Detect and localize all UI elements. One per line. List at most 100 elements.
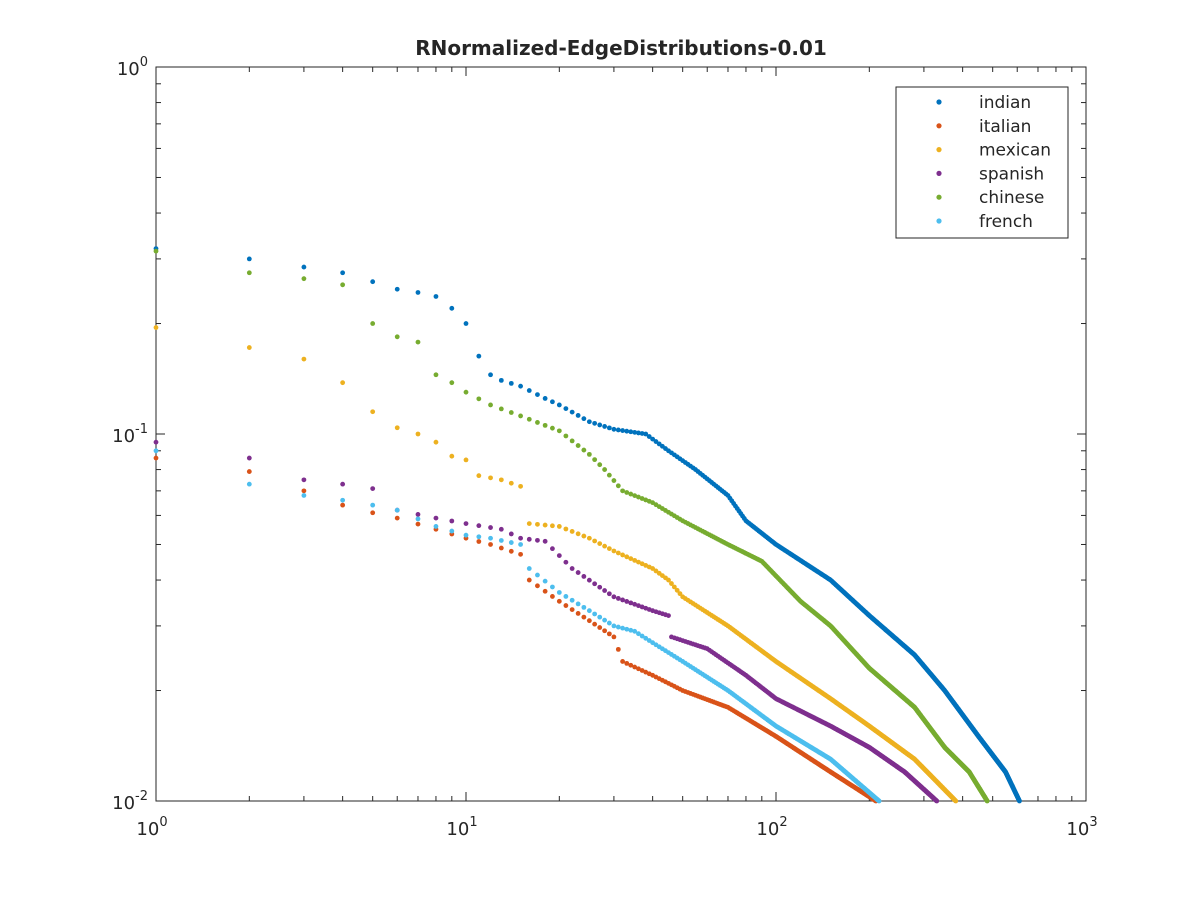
data-point [394, 334, 400, 340]
data-point [535, 572, 540, 578]
data-point [934, 798, 940, 804]
data-point [569, 529, 575, 534]
data-point [508, 380, 514, 386]
data-point [628, 662, 634, 668]
legend-marker-chinese [936, 194, 942, 200]
data-point [563, 526, 569, 532]
data-point [415, 290, 421, 295]
data-point [575, 413, 581, 418]
data-point [463, 532, 469, 538]
data-point [628, 556, 634, 562]
data-point [611, 594, 617, 600]
data-point [569, 566, 575, 571]
data-point [597, 462, 603, 468]
data-point [615, 483, 621, 489]
data-point [581, 604, 587, 610]
data-point [563, 559, 569, 565]
legend-label-italian: italian [979, 117, 1031, 137]
legend-label-french: french [979, 212, 1033, 232]
data-point [394, 507, 400, 513]
data-point [415, 516, 421, 522]
data-point [508, 531, 514, 537]
data-point [488, 535, 493, 541]
data-point [542, 396, 548, 401]
data-point [476, 539, 482, 544]
data-point [597, 625, 603, 630]
data-point [620, 625, 625, 631]
x-tick-label: 101 [446, 815, 477, 840]
data-point [535, 537, 540, 543]
data-point [449, 453, 455, 459]
data-point [586, 608, 592, 614]
data-point [415, 431, 421, 437]
data-point [535, 583, 540, 589]
data-point [542, 578, 548, 584]
data-point [611, 426, 617, 432]
data-point [569, 597, 575, 603]
data-point [606, 620, 612, 626]
data-point [153, 325, 159, 330]
data-point [575, 601, 581, 607]
data-point [340, 481, 346, 487]
data-point [581, 416, 587, 422]
data-point [581, 574, 587, 579]
x-tick-label: 102 [756, 815, 787, 840]
data-point [620, 552, 625, 558]
data-point [592, 457, 598, 463]
data-point [615, 646, 621, 652]
data-point [611, 634, 617, 640]
data-point [550, 425, 555, 431]
data-point [433, 524, 439, 529]
data-point [569, 607, 575, 612]
data-point [556, 524, 562, 529]
data-point [575, 611, 581, 616]
legend-label-spanish: spanish [979, 164, 1044, 184]
data-point [620, 428, 625, 433]
data-point [246, 455, 252, 461]
data-point [498, 406, 504, 412]
data-point [340, 282, 346, 288]
data-point [246, 481, 252, 487]
data-point [569, 438, 575, 444]
data-point [581, 533, 587, 539]
data-point [639, 668, 645, 673]
data-point [620, 659, 625, 664]
data-point [449, 380, 455, 386]
data-point [508, 540, 514, 545]
data-point [463, 521, 469, 526]
data-point [498, 545, 504, 551]
data-point [615, 427, 621, 433]
data-point [592, 621, 598, 627]
data-point [463, 389, 469, 395]
data-point [611, 623, 617, 629]
data-point [650, 436, 656, 442]
data-point [153, 248, 159, 254]
data-point [602, 588, 608, 593]
data-point [370, 279, 376, 285]
data-point [433, 294, 439, 299]
data-point [394, 425, 400, 431]
data-point [575, 443, 581, 448]
data-point [624, 660, 630, 666]
data-point [563, 594, 569, 599]
data-point [563, 433, 569, 439]
data-point [488, 525, 493, 530]
data-point [526, 416, 532, 422]
data-point [597, 614, 603, 620]
data-point [518, 413, 523, 419]
data-point [535, 521, 540, 527]
data-point [542, 588, 548, 594]
data-point [526, 388, 532, 393]
data-point [370, 502, 376, 508]
data-point [628, 627, 634, 633]
data-point [415, 521, 421, 527]
data-point [620, 488, 625, 494]
data-point [301, 264, 307, 270]
data-point [666, 577, 671, 583]
data-point [674, 587, 680, 593]
data-point [606, 546, 612, 552]
data-point [550, 523, 555, 529]
data-point [575, 570, 581, 575]
data-points [153, 246, 1022, 804]
